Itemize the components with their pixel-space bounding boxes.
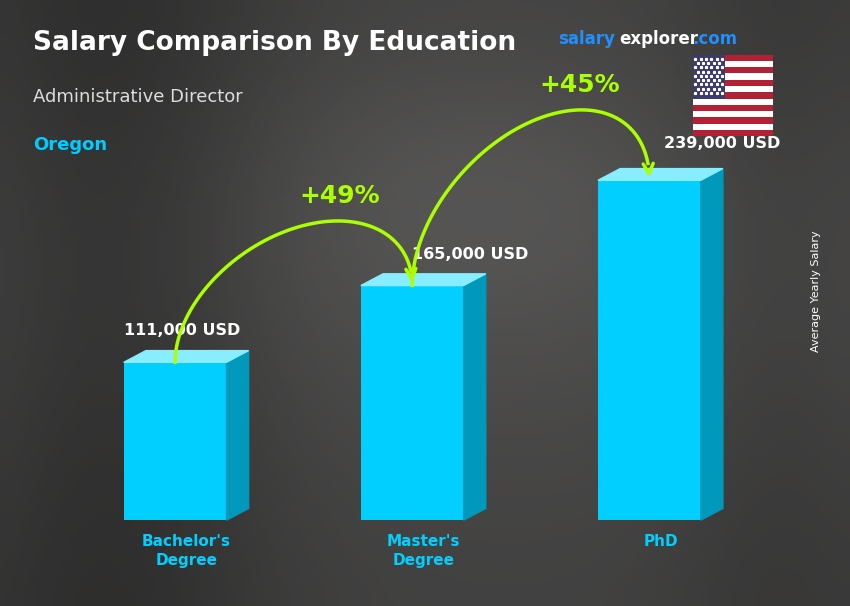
Polygon shape: [361, 274, 485, 285]
Bar: [693, 55, 725, 99]
Polygon shape: [700, 168, 722, 520]
Bar: [693, 73, 774, 80]
Text: Average Yearly Salary: Average Yearly Salary: [812, 230, 821, 351]
Text: PhD: PhD: [643, 533, 677, 548]
Text: Administrative Director: Administrative Director: [33, 88, 242, 106]
Bar: [693, 80, 774, 86]
Bar: [693, 124, 774, 130]
Text: Bachelor's
Degree: Bachelor's Degree: [142, 533, 230, 568]
Text: +45%: +45%: [540, 73, 620, 96]
Polygon shape: [463, 274, 485, 520]
Bar: [693, 118, 774, 124]
Polygon shape: [226, 351, 248, 520]
Bar: [693, 61, 774, 67]
Text: Salary Comparison By Education: Salary Comparison By Education: [33, 30, 516, 56]
Text: 239,000 USD: 239,000 USD: [664, 136, 780, 151]
Text: salary: salary: [558, 30, 615, 48]
Text: Master's
Degree: Master's Degree: [387, 533, 460, 568]
Bar: [693, 99, 774, 105]
Text: +49%: +49%: [299, 184, 380, 208]
Bar: [693, 55, 774, 61]
Text: 111,000 USD: 111,000 USD: [124, 324, 240, 338]
Bar: [361, 285, 463, 520]
Text: explorer: explorer: [620, 30, 699, 48]
Bar: [124, 362, 226, 520]
Bar: [693, 86, 774, 92]
Text: Oregon: Oregon: [33, 136, 107, 155]
Polygon shape: [598, 168, 722, 181]
Bar: [598, 181, 700, 520]
Bar: [693, 67, 774, 73]
Bar: [693, 105, 774, 111]
Bar: [693, 111, 774, 118]
Bar: [693, 92, 774, 99]
Text: 165,000 USD: 165,000 USD: [412, 247, 529, 262]
Text: .com: .com: [692, 30, 737, 48]
Polygon shape: [124, 351, 248, 362]
Bar: [693, 130, 774, 136]
